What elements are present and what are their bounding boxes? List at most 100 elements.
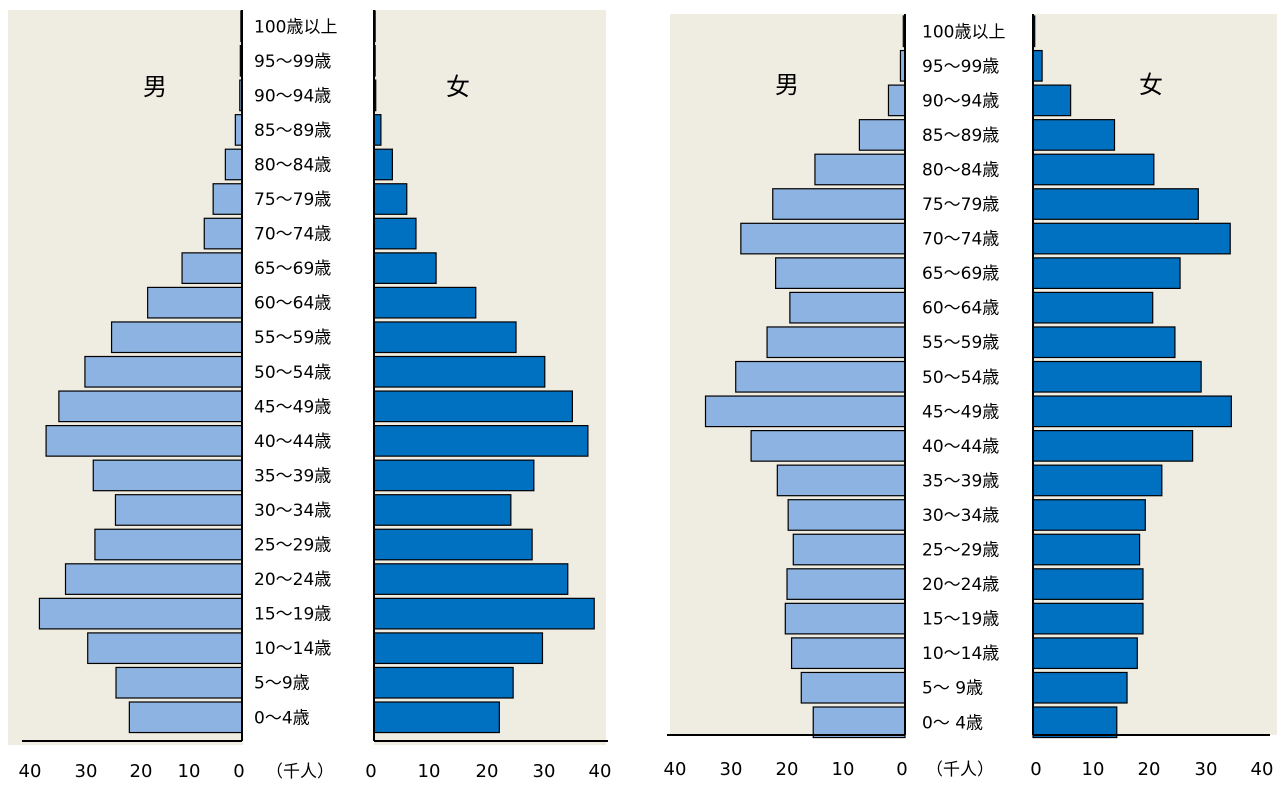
- age-group-label: 45～49歳: [922, 402, 999, 422]
- male-bar: [792, 533, 906, 566]
- x-tick-label-female: 0: [1030, 759, 1041, 780]
- age-group-label: 30～34歳: [922, 506, 999, 526]
- male-bar: [212, 183, 243, 215]
- x-tick-label-male: 30: [75, 761, 98, 782]
- male-bar: [58, 390, 243, 423]
- female-bar: [1032, 499, 1146, 531]
- age-group-label: 25～29歳: [922, 541, 999, 561]
- male-bar: [735, 360, 906, 393]
- male-bar: [92, 459, 243, 492]
- female-bar: [1032, 602, 1144, 635]
- male-bar: [814, 153, 906, 186]
- male-bar: [789, 291, 906, 324]
- x-tick-label-male: 30: [720, 759, 743, 780]
- legend-female-title: 女: [446, 73, 470, 101]
- male-bar: [772, 188, 906, 220]
- female-bar: [1032, 153, 1155, 186]
- x-tick-label-female: 10: [418, 761, 441, 782]
- male-bar: [858, 119, 906, 151]
- female-bar: [1032, 119, 1116, 151]
- male-bar: [115, 666, 243, 699]
- age-group-label: 10～14歳: [254, 639, 331, 659]
- female-bar: [1032, 257, 1181, 290]
- male-bar: [784, 602, 906, 635]
- legend-male-title: 男: [143, 73, 167, 101]
- age-group-label: 15～19歳: [254, 605, 331, 625]
- male-bar: [114, 494, 243, 526]
- female-bar: [373, 701, 500, 734]
- female-bar: [1032, 84, 1072, 117]
- female-bar: [373, 321, 517, 354]
- female-bar: [373, 597, 595, 630]
- unit-label: （千人）: [926, 760, 994, 780]
- female-bar: [1032, 430, 1194, 462]
- male-bar: [740, 222, 906, 255]
- male-bar: [94, 528, 243, 561]
- x-tick-label-male: 10: [832, 759, 855, 780]
- age-group-label: 95～99歳: [254, 52, 331, 72]
- x-tick-label-male: 0: [896, 759, 907, 780]
- male-bar: [775, 257, 906, 290]
- male-bar: [704, 395, 906, 428]
- male-bar: [110, 321, 243, 354]
- male-bar: [786, 568, 906, 600]
- age-group-label: 65～69歳: [922, 264, 999, 284]
- x-tick-label-male: 0: [233, 761, 244, 782]
- age-group-label: 85～89歳: [922, 126, 999, 146]
- female-bar: [373, 252, 437, 285]
- male-bar: [203, 217, 243, 250]
- female-bar: [1032, 533, 1141, 566]
- age-group-label: 25～29歳: [254, 536, 331, 556]
- age-group-label: 65～69歳: [254, 259, 331, 279]
- male-bar: [147, 286, 243, 319]
- age-group-label: 100歳以上: [254, 17, 337, 37]
- x-tick-label-male: 40: [664, 759, 687, 780]
- female-bar: [373, 355, 546, 388]
- male-bar: [800, 671, 906, 704]
- age-group-label: 40～44歳: [922, 437, 999, 457]
- male-bar: [224, 148, 243, 181]
- male-bar: [38, 597, 243, 630]
- age-group-label: 0～4歳: [254, 708, 310, 728]
- age-group-label: 60～64歳: [254, 294, 331, 314]
- female-bar: [373, 666, 514, 699]
- male-bar: [181, 252, 243, 285]
- female-bar: [1032, 671, 1128, 704]
- age-group-label: 95～99歳: [922, 57, 999, 77]
- age-group-label: 75～79歳: [254, 190, 331, 210]
- x-tick-label-male: 20: [776, 759, 799, 780]
- age-group-label: 90～94歳: [254, 86, 331, 106]
- age-group-label: 0～ 4歳: [922, 713, 983, 733]
- male-bar: [887, 84, 906, 117]
- pyramid-chart-2: [667, 14, 1277, 739]
- unit-label: （千人）: [266, 762, 334, 782]
- male-bar: [64, 563, 243, 595]
- age-group-label: 20～24歳: [254, 570, 331, 590]
- male-bar: [87, 632, 243, 665]
- legend-male-title: 男: [775, 71, 799, 99]
- female-bar: [1032, 464, 1163, 497]
- age-group-label: 5～ 9歳: [922, 679, 983, 699]
- x-tick-label-female: 30: [1195, 759, 1218, 780]
- male-bar: [787, 499, 906, 531]
- age-group-label: 75～79歳: [922, 195, 999, 215]
- female-bar: [1032, 360, 1202, 393]
- female-bar: [373, 286, 477, 319]
- age-group-label: 35～39歳: [254, 466, 331, 486]
- male-bar: [45, 425, 243, 457]
- x-tick-label-female: 10: [1082, 759, 1105, 780]
- male-bar: [812, 706, 906, 739]
- female-bar: [373, 459, 535, 492]
- female-bar: [1032, 395, 1232, 428]
- age-group-label: 80～84歳: [254, 155, 331, 175]
- female-bar: [373, 528, 533, 561]
- age-group-label: 55～59歳: [254, 328, 331, 348]
- x-tick-label-female: 20: [476, 761, 499, 782]
- age-group-label: 20～24歳: [922, 575, 999, 595]
- female-bar: [373, 494, 512, 526]
- age-group-label: 15～19歳: [922, 610, 999, 630]
- age-group-label: 70～74歳: [254, 225, 331, 245]
- age-group-label: 5～9歳: [254, 674, 310, 694]
